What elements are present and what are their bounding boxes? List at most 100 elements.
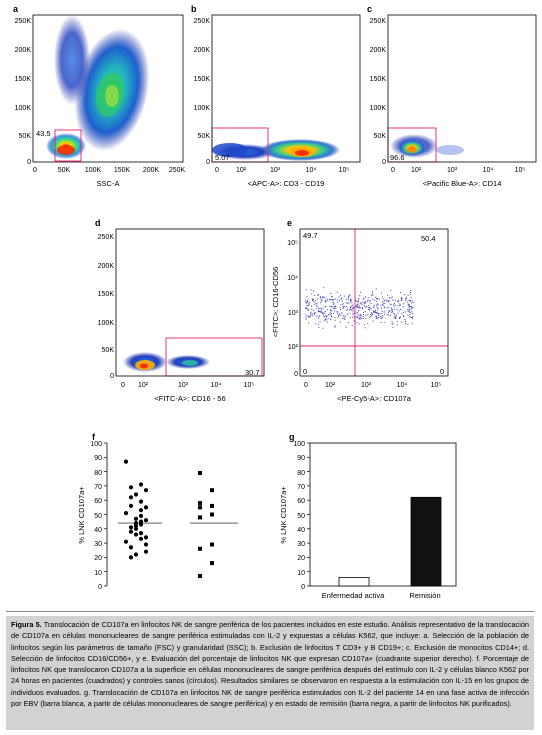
panel-a-plot: 43.5 250K 200K 150K 100K 50K 0 0 50K 100… — [15, 14, 186, 188]
event-dot — [410, 308, 412, 310]
event-dot — [358, 307, 360, 309]
panel-a-density — [46, 15, 150, 159]
event-dot — [305, 289, 307, 291]
panel-f-circle-point — [128, 485, 134, 490]
event-dot — [357, 303, 359, 305]
panel-f-points — [118, 459, 238, 578]
panel-f-circle-point — [143, 542, 149, 547]
panel-b-ytick: 50K — [198, 133, 211, 140]
event-dot — [325, 319, 327, 321]
event-dot — [305, 300, 306, 302]
event-dot — [319, 321, 321, 323]
event-dot — [375, 315, 377, 317]
panel-f-ytick: 30 — [94, 541, 102, 548]
event-dot — [394, 304, 396, 306]
event-dot — [376, 309, 378, 311]
event-dot — [399, 316, 401, 318]
event-dot — [372, 313, 373, 315]
event-dot — [312, 299, 314, 301]
event-dot — [347, 302, 349, 304]
event-dot — [355, 305, 357, 307]
event-dot — [367, 323, 369, 325]
event-dot — [410, 293, 411, 295]
panel-d-xtick: 10⁴ — [211, 382, 222, 389]
panel-f-circle-point — [138, 536, 144, 541]
panel-f-ytick: 0 — [98, 584, 102, 591]
panel-f-circle-point — [128, 529, 134, 534]
caption-title: Figura 5. — [11, 620, 42, 629]
event-dot — [353, 320, 355, 322]
event-dot — [324, 319, 326, 321]
event-dot — [369, 315, 371, 317]
event-dot — [362, 318, 364, 320]
panel-g-category-label: Remisión — [409, 591, 440, 600]
event-dot — [307, 309, 309, 311]
panel-g-plot: 0 10 20 30 40 50 60 70 80 90 100 % LNK C… — [279, 441, 457, 600]
event-dot — [392, 326, 394, 328]
panel-g-ytick: 70 — [297, 484, 305, 491]
panel-b-yticks: 250K 200K 150K 100K 50K 0 — [194, 18, 211, 166]
event-dot — [316, 303, 318, 305]
panel-e-xtick: 10² — [325, 382, 336, 389]
event-dot — [376, 318, 378, 320]
event-dot — [381, 307, 383, 309]
event-dot — [384, 313, 386, 315]
panel-f-circle-point — [133, 552, 139, 557]
event-dot — [325, 299, 327, 301]
event-dot — [336, 299, 338, 301]
event-dot — [356, 306, 358, 308]
event-dot — [322, 327, 324, 329]
event-dot — [313, 294, 315, 296]
panel-e-ytick: 10⁵ — [287, 240, 298, 247]
event-dot — [374, 299, 376, 301]
event-dot — [387, 311, 389, 313]
event-dot — [410, 302, 412, 304]
event-dot — [401, 298, 403, 300]
event-dot — [376, 301, 378, 302]
event-dot — [311, 305, 313, 307]
event-dot — [378, 313, 379, 315]
panel-f-circle-point — [143, 505, 149, 510]
event-dot — [333, 307, 335, 309]
panel-f-ytick: 80 — [94, 470, 102, 477]
event-dot — [327, 318, 329, 320]
panel-f-circle-point — [128, 525, 134, 530]
figure-caption: Figura 5. Translocación de CD107a en lin… — [6, 616, 534, 730]
event-dot — [358, 315, 360, 317]
event-dot — [332, 302, 334, 303]
panel-a-xtick: 250K — [169, 167, 186, 174]
panel-c-ytick: 0 — [382, 159, 386, 166]
event-dot — [385, 299, 387, 301]
panel-letter-g: g — [289, 432, 295, 442]
event-dot — [318, 317, 320, 319]
event-dot — [397, 299, 399, 301]
event-dot — [368, 307, 370, 308]
event-dot — [372, 320, 374, 322]
panel-c-xtick: 10² — [411, 167, 422, 174]
event-dot — [392, 323, 394, 325]
bar-enfermedad-activa — [338, 577, 370, 587]
event-dot — [377, 304, 379, 306]
event-dot — [317, 306, 319, 308]
panel-g-ytick: 60 — [297, 498, 305, 505]
event-dot — [346, 298, 348, 300]
panel-f-circle-point — [138, 519, 144, 524]
event-dot — [388, 314, 390, 316]
event-dot — [373, 311, 374, 313]
panel-f-circle-point — [123, 459, 129, 464]
event-dot — [372, 298, 374, 300]
panel-c-xtick: 10⁴ — [483, 167, 494, 174]
panel-f-square-point — [198, 546, 202, 551]
panel-f-square-point — [210, 561, 214, 566]
event-dot — [357, 314, 359, 316]
event-dot — [369, 316, 371, 318]
panel-c-xlabel: <Pacific Blue-A>: CD14 — [423, 179, 502, 188]
panel-f-circle-point — [133, 526, 139, 531]
event-dot — [313, 309, 314, 311]
panel-g-category-label: Enfermedad activa — [322, 591, 385, 600]
event-dot — [346, 308, 348, 310]
event-dot — [388, 310, 390, 311]
event-dot — [361, 317, 363, 319]
event-dot — [320, 298, 322, 300]
event-dot — [321, 300, 323, 302]
